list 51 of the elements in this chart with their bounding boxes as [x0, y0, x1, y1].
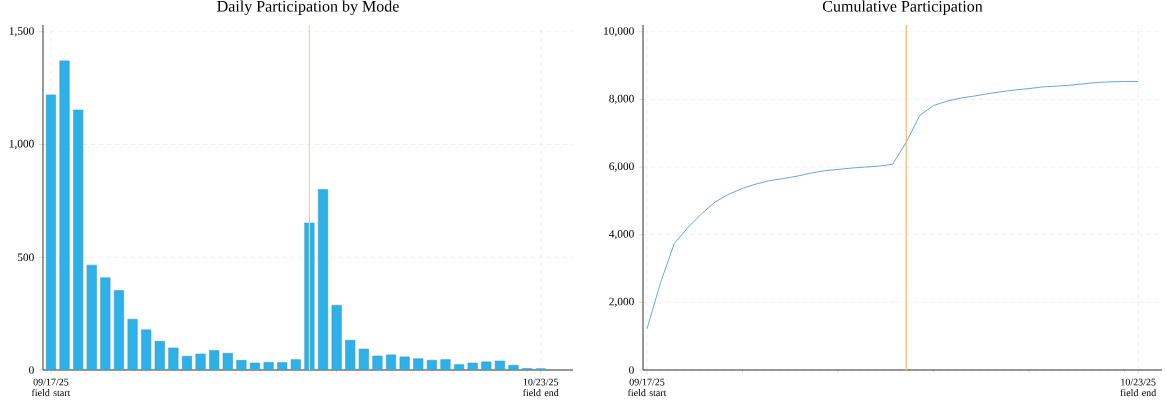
y-tick-label: 6,000: [609, 162, 634, 172]
bar: [494, 360, 505, 370]
y-tick-label: 4,000: [609, 230, 634, 240]
x-tick-label: 10/23/25 field end: [522, 378, 559, 397]
bar: [263, 362, 274, 370]
y-tick-label: 0: [629, 366, 634, 374]
bar: [222, 353, 233, 370]
bar: [454, 364, 465, 370]
y-tick-label: 2,000: [609, 297, 634, 307]
y-tick-label: 8,000: [609, 94, 634, 105]
bar: [100, 277, 111, 370]
y-tick-label: 0: [29, 366, 34, 374]
y-tick-label: 1,500: [9, 27, 34, 37]
bar: [195, 353, 206, 370]
x-tick-label: 09/17/25 field start: [627, 378, 667, 397]
bar: [345, 339, 356, 370]
x-tick-label: 10/23/25 field end: [1120, 378, 1157, 397]
bar: [141, 329, 152, 370]
bar: [113, 290, 124, 370]
bar: [236, 360, 247, 370]
chart-title: Cumulative Participation: [822, 0, 983, 15]
bar: [426, 360, 437, 370]
bar: [304, 222, 315, 370]
bar: [277, 362, 288, 370]
bar: [154, 341, 165, 370]
bar: [467, 362, 478, 370]
y-tick-label: 500: [17, 253, 34, 262]
bar: [399, 356, 410, 370]
bar: [59, 60, 70, 370]
bar: [508, 364, 519, 370]
bar: [372, 355, 383, 370]
bar: [181, 355, 193, 370]
bar: [168, 347, 179, 370]
bar: [317, 189, 329, 370]
chart-title: Daily Participation by Mode: [217, 0, 399, 15]
bar: [331, 305, 342, 370]
bar: [86, 264, 97, 370]
bar: [290, 359, 301, 370]
bar: [440, 359, 451, 370]
bar: [209, 350, 220, 370]
bar: [358, 348, 369, 370]
y-tick-label: 1,000: [9, 139, 34, 150]
x-tick-label: 09/17/25 field start: [31, 378, 71, 397]
bar: [413, 358, 424, 370]
bar: [45, 94, 56, 370]
y-tick-label: 10,000: [604, 27, 634, 37]
bar: [127, 318, 138, 370]
bar: [73, 109, 84, 370]
bar: [386, 354, 397, 370]
bar: [481, 361, 492, 370]
bar: [249, 362, 261, 370]
